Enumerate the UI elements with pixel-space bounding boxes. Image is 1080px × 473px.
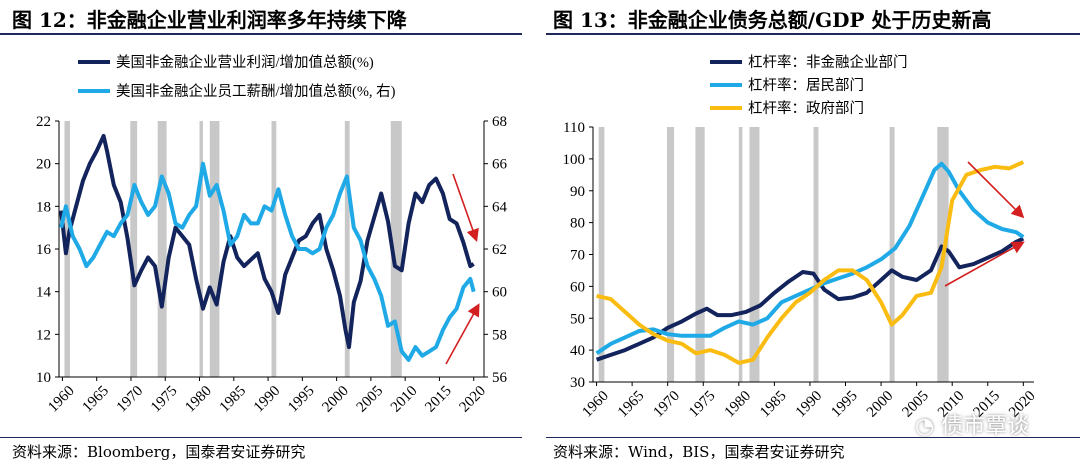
right-legend-label-3: 杠杆率：政府部门 xyxy=(748,100,864,117)
left-y-tick-label: 16 xyxy=(36,242,52,258)
wechat-icon: ◔ xyxy=(915,414,935,439)
right-y-tick-label: 60 xyxy=(570,279,585,295)
left-x-tick-label: 1985 xyxy=(217,383,250,416)
left-y-right-tick-label: 60 xyxy=(492,285,507,301)
left-y-right-tick-label: 64 xyxy=(492,199,508,215)
left-y-right-tick-label: 66 xyxy=(492,157,508,173)
right-x-tick-label: 1960 xyxy=(579,388,612,421)
left-recession-band xyxy=(271,121,277,377)
right-recession-band xyxy=(598,127,605,382)
chart-left-source-rule xyxy=(0,437,522,438)
right-x-tick-label: 2000 xyxy=(864,388,897,421)
right-y-tick-label: 90 xyxy=(570,184,585,200)
right-x-tick-label: 1995 xyxy=(828,388,861,421)
left-x-tick-label: 1995 xyxy=(285,383,318,416)
right-y-tick-label: 50 xyxy=(570,311,585,327)
right-x-tick-label: 1970 xyxy=(650,388,683,421)
right-recession-band xyxy=(666,127,675,382)
left-y-tick-label: 10 xyxy=(36,370,51,386)
chart-right-source: 资料来源：Wind，BIS，国泰君安证券研究 xyxy=(553,443,845,461)
right-y-tick-label: 30 xyxy=(570,375,585,391)
right-legend-label-1: 杠杆率：非金融企业部门 xyxy=(748,53,908,71)
chart-left-title: 图 12：非金融企业营业利润率多年持续下降 xyxy=(12,8,407,32)
left-recession-band xyxy=(199,121,203,377)
watermark: ◔ 债市覃谈 xyxy=(915,408,1029,440)
left-y-tick-label: 22 xyxy=(36,114,51,130)
right-x-tick-label: 1965 xyxy=(615,388,648,421)
left-recession-band xyxy=(130,121,138,377)
left-series-line-1 xyxy=(59,133,475,350)
left-recession-band xyxy=(390,121,402,377)
left-x-tick-label: 1970 xyxy=(114,383,147,416)
right-x-tick-label: 1975 xyxy=(686,388,719,421)
left-x-tick-label: 1980 xyxy=(182,383,215,416)
left-y-tick-label: 18 xyxy=(36,199,51,215)
left-recession-band xyxy=(157,121,167,377)
chart-left-source: 资料来源：Bloomberg，国泰君安证券研究 xyxy=(12,443,306,461)
chart-right-source-rule xyxy=(546,437,1080,438)
left-x-tick-label: 1990 xyxy=(251,383,284,416)
right-recession-band xyxy=(813,127,819,382)
right-x-tick-label: 1985 xyxy=(757,388,790,421)
left-legend-label-1: 美国非金融企业营业利润/增加值总额(%) xyxy=(116,53,374,71)
left-recession-band xyxy=(209,121,220,377)
left-x-tick-label: 1965 xyxy=(79,383,112,416)
chart-left-plot: 10 12 14 16 18 20 22 56 58 60 62 64 66 68 1960 1965 1970… xyxy=(36,53,508,416)
right-legend-label-2: 杠杆率：居民部门 xyxy=(748,77,864,94)
left-series-line-2 xyxy=(59,161,476,362)
left-recession-band xyxy=(344,121,350,377)
left-legend-label-2: 美国非金融企业员工薪酬/增加值总额(%, 右) xyxy=(116,82,396,100)
right-recession-band xyxy=(749,127,760,382)
left-y-right-tick-label: 62 xyxy=(492,242,507,258)
watermark-text: 债市覃谈 xyxy=(941,414,1030,439)
left-x-tick-label: 2020 xyxy=(457,383,490,416)
right-series-line-2 xyxy=(595,161,1025,355)
right-series-line-1 xyxy=(595,236,1025,362)
left-y-tick-label: 20 xyxy=(36,157,51,173)
left-trend-arrow-2 xyxy=(445,303,480,365)
right-y-tick-label: 80 xyxy=(570,216,585,232)
left-x-tick-label: 2010 xyxy=(388,383,421,416)
right-recession-band xyxy=(889,127,895,382)
left-x-tick-label: 2015 xyxy=(422,383,455,416)
left-y-tick-label: 14 xyxy=(36,285,52,301)
chart-right-plot: 30 40 50 60 70 80 90 100 110 1960 1965 1970 1975 1980… xyxy=(563,53,1039,421)
left-y-right-tick-label: 58 xyxy=(492,327,507,343)
left-x-tick-label: 2000 xyxy=(319,383,352,416)
left-y-right-tick-label: 68 xyxy=(492,114,507,130)
right-y-tick-label: 70 xyxy=(570,248,585,264)
right-x-tick-label: 1990 xyxy=(793,388,826,421)
right-trend-arrow-2 xyxy=(944,241,1025,287)
right-y-tick-label: 40 xyxy=(570,343,585,359)
chart-right-title-rule xyxy=(546,33,1080,35)
right-recession-band xyxy=(738,127,743,382)
right-y-tick-label: 100 xyxy=(563,152,586,168)
right-recession-band xyxy=(695,127,705,382)
chart-right-title: 图 13：非金融企业债务总额/GDP 处于历史新高 xyxy=(553,8,992,32)
left-y-tick-label: 12 xyxy=(36,327,51,343)
right-trend-arrow-1 xyxy=(967,161,1025,219)
chart-left-title-rule xyxy=(0,33,522,35)
right-x-tick-label: 1980 xyxy=(722,388,755,421)
left-x-tick-label: 1975 xyxy=(148,383,181,416)
left-y-right-tick-label: 56 xyxy=(492,370,508,386)
left-x-tick-label: 2005 xyxy=(354,383,387,416)
right-y-tick-label: 110 xyxy=(563,120,585,136)
left-trend-arrow-1 xyxy=(452,173,479,243)
right-series-line-3 xyxy=(596,160,1025,365)
left-x-tick-label: 1960 xyxy=(45,383,78,416)
